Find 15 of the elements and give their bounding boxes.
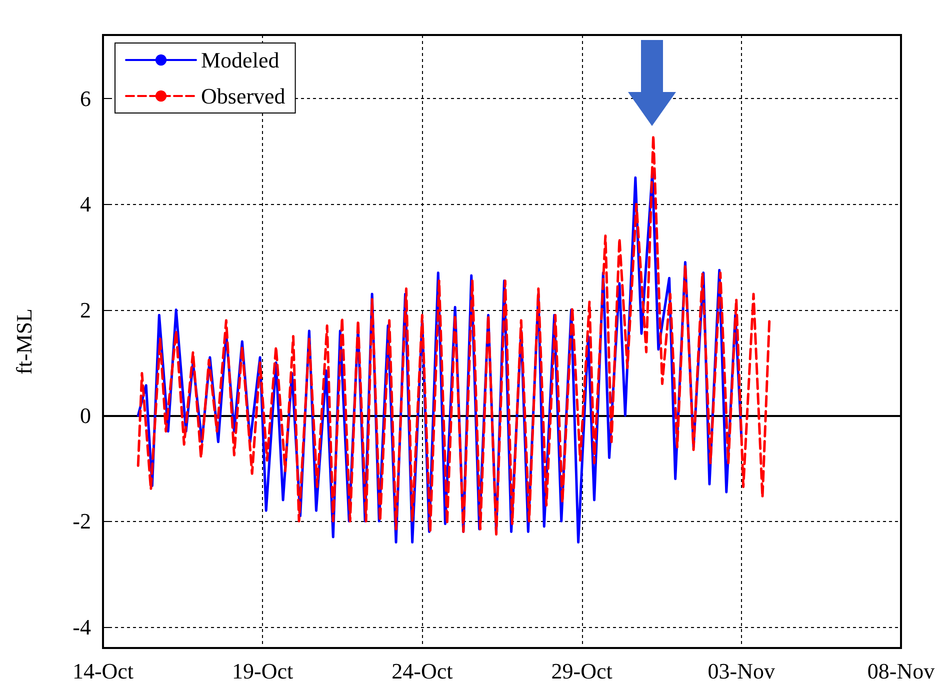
x-tick-label: 03-Nov bbox=[708, 658, 776, 684]
y-tick-label: 2 bbox=[80, 297, 91, 322]
y-tick-label: -2 bbox=[72, 508, 91, 534]
y-tick-label: -4 bbox=[72, 614, 91, 640]
y-tick-label: 6 bbox=[80, 86, 91, 111]
y-tick-label: 4 bbox=[80, 192, 91, 217]
legend-label: Observed bbox=[201, 84, 286, 108]
y-tick-label: 0 bbox=[80, 402, 91, 428]
legend-label: Modeled bbox=[201, 48, 280, 72]
x-tick-label: 08-Nov bbox=[867, 658, 935, 684]
x-tick-label: 29-Oct bbox=[551, 658, 612, 684]
y-axis-title: ft-MSL bbox=[12, 308, 36, 374]
x-tick-label: 24-Oct bbox=[392, 658, 453, 684]
x-tick-label: 14-Oct bbox=[72, 658, 134, 684]
x-tick-label: 19-Oct bbox=[232, 658, 294, 684]
